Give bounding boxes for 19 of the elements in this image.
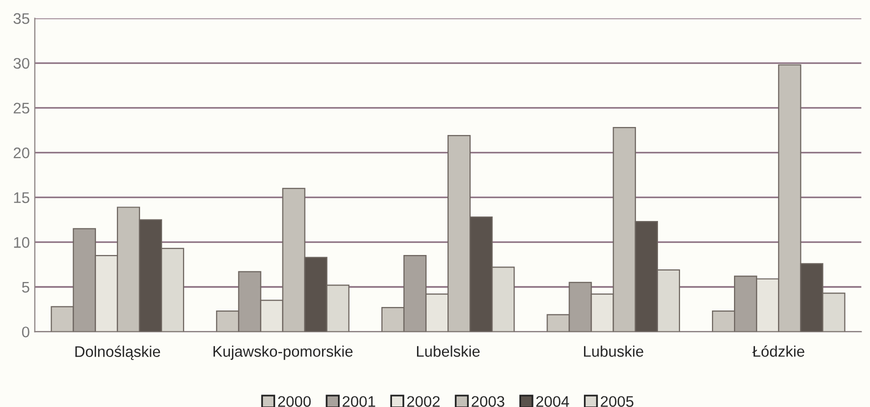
x-tick-label: Kujawsko-pomorskie — [214, 346, 353, 360]
x-tick-label: Dolnośląskie — [75, 346, 160, 360]
y-tick-label: 15 — [14, 192, 30, 204]
y-tick-label: 35 — [14, 13, 30, 24]
y-tick-label: 20 — [14, 147, 30, 158]
legend-label: 2000 — [278, 396, 311, 407]
y-tick-label: 0 — [22, 326, 30, 338]
x-tick-label: Lubuskie — [584, 346, 644, 357]
y-tick-label: 5 — [22, 282, 30, 293]
legend-label: 2001 — [342, 396, 376, 407]
legend-label: 2005 — [600, 396, 634, 407]
x-tick-label: Lubelskie — [417, 346, 480, 357]
legend-label: 2003 — [472, 396, 504, 407]
legend-label: 2002 — [407, 396, 440, 407]
x-tick-label: Łódzkie — [752, 345, 804, 357]
y-tick-label: 25 — [14, 102, 30, 114]
y-tick-label: 30 — [14, 58, 30, 69]
legend-label: 2004 — [536, 396, 570, 407]
y-tick-label: 10 — [14, 237, 30, 248]
